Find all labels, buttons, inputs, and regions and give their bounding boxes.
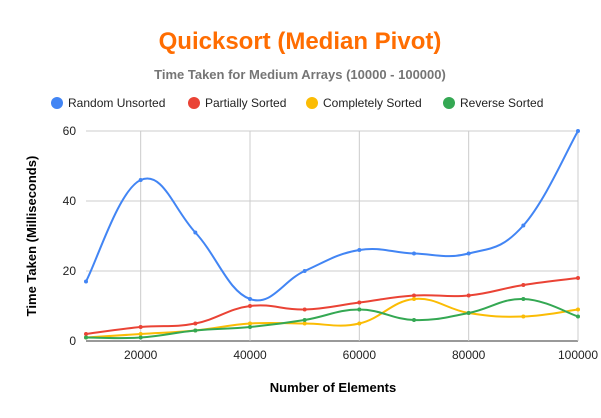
data-point [302,269,307,273]
data-point [521,223,526,228]
legend-swatch [188,97,200,109]
legend-item: Reverse Sorted [443,96,543,110]
series-line [85,130,579,302]
data-point [576,129,580,133]
x-tick-label: 80000 [452,348,486,362]
legend-label: Reverse Sorted [460,96,543,110]
legend-swatch [306,97,318,109]
series-line [85,277,579,335]
legend-item: Completely Sorted [306,96,422,110]
data-point [138,335,143,340]
legend-label: Random Unsorted [68,96,165,110]
data-point [193,328,198,333]
data-point [412,318,416,322]
y-axis-label: Time Taken (Milliseconds) [24,156,39,317]
data-point [138,325,143,329]
data-point [466,251,471,256]
data-point [466,293,471,298]
data-point [138,178,143,182]
data-point [412,251,416,256]
data-point [248,304,252,308]
series-partially-sorted [84,276,580,336]
data-point [521,283,526,287]
axis-ticks: 0 20 40 60 20000 40000 60000 80000 100000 [63,124,599,362]
grid [86,130,579,342]
legend-label: Partially Sorted [205,96,286,110]
legend: Random Unsorted Partially Sorted Completel… [51,96,543,110]
data-point [357,307,362,312]
data-point [521,314,526,319]
data-point [466,311,471,315]
data-point [357,248,362,252]
data-point [302,318,307,322]
y-tick-label: 0 [69,334,76,348]
legend-label: Completely Sorted [323,96,422,110]
data-point [302,307,307,312]
series-random-unsorted [84,129,580,302]
legend-swatch [51,97,63,109]
data-point [576,276,580,280]
series-line [85,297,579,339]
data-point [357,321,362,326]
series-line [85,297,579,340]
data-point [248,297,252,301]
x-tick-label: 60000 [343,348,377,362]
data-point [412,297,416,301]
data-point [193,230,198,235]
data-point [84,335,88,340]
data-point [576,307,580,312]
legend-item: Random Unsorted [51,96,165,110]
chart-subtitle: Time Taken for Medium Arrays (10000 - 10… [154,67,446,82]
y-tick-label: 60 [63,124,77,138]
data-point [357,300,362,305]
y-tick-label: 20 [63,264,77,278]
data-point [193,321,198,326]
data-point [248,325,252,329]
data-point [138,332,143,336]
chart-title: Quicksort (Median Pivot) [159,28,442,55]
legend-swatch [443,97,455,109]
plot-area [84,129,580,340]
x-axis-label: Number of Elements [270,380,396,395]
x-tick-label: 100000 [558,348,598,362]
data-point [302,321,307,326]
data-point [84,332,88,336]
data-point [84,279,88,284]
data-point [412,293,416,298]
data-point [521,297,526,301]
y-tick-label: 40 [63,194,77,208]
data-point [576,314,580,319]
data-point [248,321,252,326]
legend-item: Partially Sorted [188,96,286,110]
x-tick-label: 40000 [233,348,267,362]
x-tick-label: 20000 [124,348,158,362]
series-reverse-sorted [84,297,580,340]
